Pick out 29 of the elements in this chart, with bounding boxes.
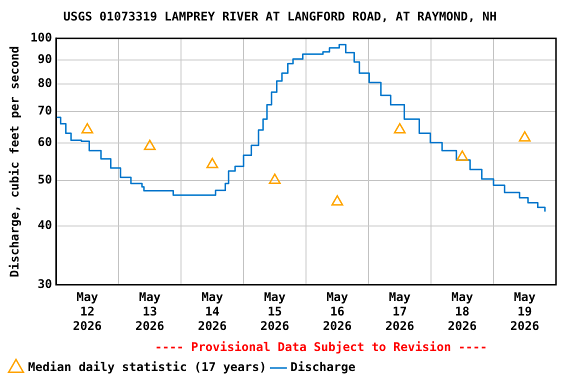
- point: [206, 158, 218, 168]
- x-tick-label: May 14 2026: [198, 290, 227, 333]
- point: [456, 150, 468, 161]
- legend-label: Discharge: [290, 360, 356, 374]
- x-tick-label: May 15 2026: [260, 290, 290, 333]
- x-tick-label: May 19 2026: [510, 290, 540, 333]
- x-tick-label: May 16 2026: [322, 290, 352, 333]
- point: [268, 174, 281, 184]
- y-tick-label: 60: [38, 135, 52, 150]
- y-tick-label: 70: [38, 104, 52, 118]
- y-tick-label: 30: [38, 276, 52, 291]
- y-tick-label: 50: [38, 172, 52, 186]
- point: [331, 195, 344, 206]
- point: [394, 122, 406, 134]
- y-tick-label: 80: [38, 76, 52, 90]
- text: ---- Provisional Data Subject to Revision ----: [154, 340, 488, 354]
- point: [81, 122, 94, 134]
- y-tick-label: 90: [38, 52, 52, 66]
- point: [518, 131, 531, 142]
- x-tick-label: May 17 2026: [385, 290, 414, 333]
- legend-label: Median daily statistic (17 years): [28, 360, 266, 374]
- x-tick-label: May 18 2026: [448, 290, 477, 333]
- point: [144, 140, 156, 150]
- chart-title: USGS 01073319 LAMPREY RIVER AT LANGFORD ROAD, AT RAYMOND, NH: [63, 9, 497, 24]
- x-tick-label: May 12 2026: [72, 290, 102, 333]
- x-tick-label: May 13 2026: [135, 290, 164, 333]
- y-axis-title: Discharge, cubic feet per second: [7, 46, 22, 278]
- y-tick-label: 40: [38, 218, 52, 232]
- y-tick-label: 100: [30, 30, 52, 45]
